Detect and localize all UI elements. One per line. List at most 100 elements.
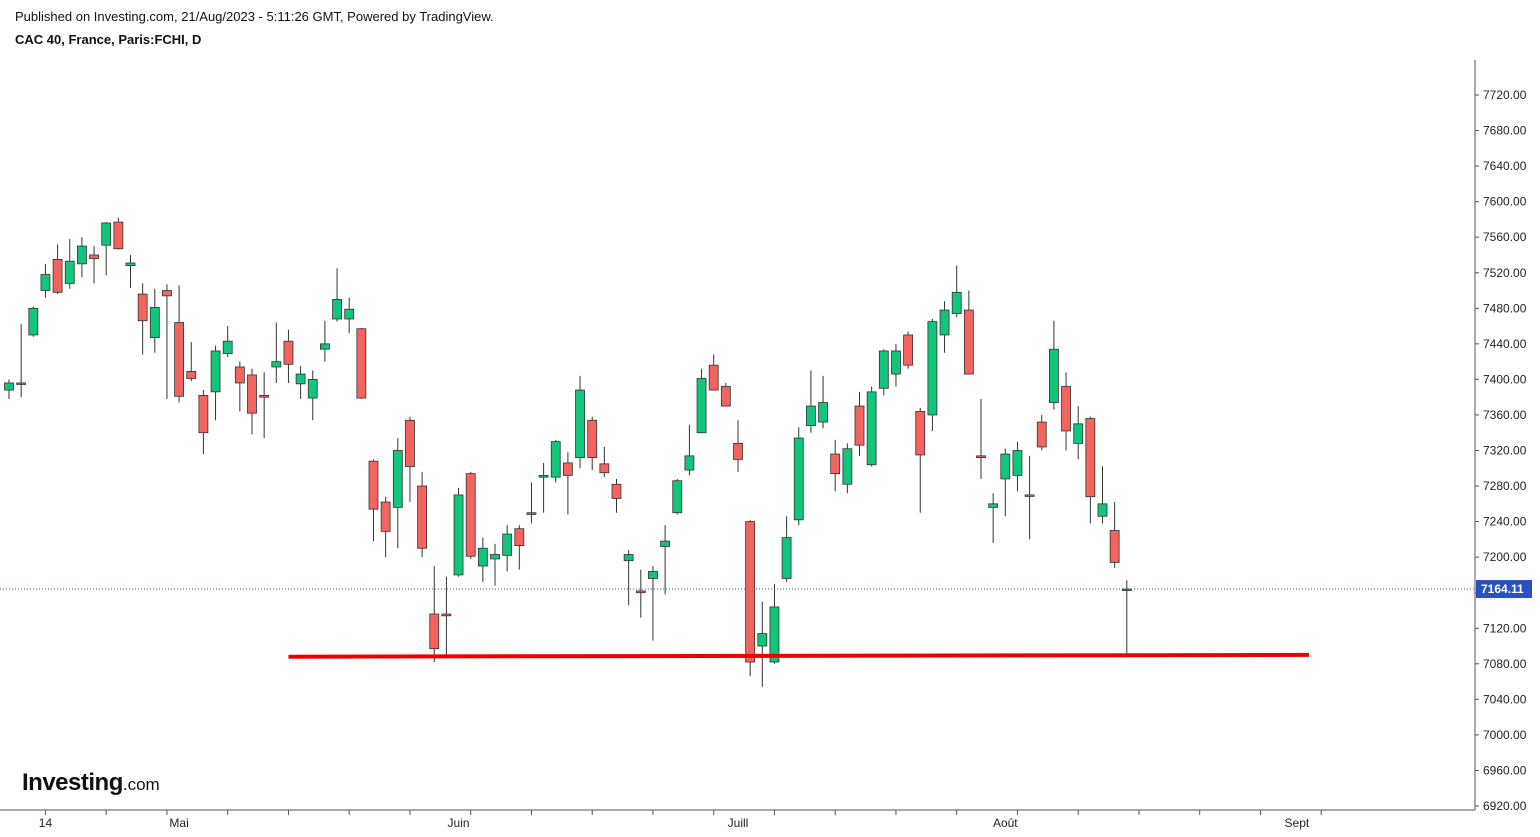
candle-body[interactable]: [1000, 453, 1011, 480]
candle-body[interactable]: [356, 328, 367, 399]
candle-body[interactable]: [101, 222, 112, 246]
candle-body[interactable]: [247, 374, 257, 414]
candle-body[interactable]: [1085, 418, 1096, 498]
candle-body[interactable]: [490, 554, 500, 560]
candle-body[interactable]: [283, 340, 294, 365]
candle-body[interactable]: [866, 391, 877, 466]
candle-body[interactable]: [271, 361, 282, 368]
candle-body[interactable]: [344, 308, 355, 320]
candle-body[interactable]: [1024, 494, 1035, 497]
candle-body[interactable]: [28, 307, 39, 336]
candle-body[interactable]: [307, 378, 318, 399]
candle-body[interactable]: [575, 389, 585, 459]
candle-body[interactable]: [781, 537, 792, 579]
candle-body[interactable]: [405, 419, 415, 467]
candle-body[interactable]: [648, 570, 658, 579]
candle-body[interactable]: [611, 483, 622, 499]
candle-body[interactable]: [806, 405, 816, 427]
candle-body[interactable]: [210, 350, 221, 393]
candle-body[interactable]: [563, 462, 573, 476]
candle-body[interactable]: [1036, 421, 1047, 448]
candle-body[interactable]: [623, 554, 634, 562]
support-line: [288, 652, 1310, 659]
candle-body[interactable]: [927, 321, 938, 416]
candle-body[interactable]: [64, 260, 75, 284]
candle-body[interactable]: [757, 633, 768, 647]
candle-body[interactable]: [891, 350, 901, 375]
candle-body[interactable]: [453, 494, 464, 576]
candle-body[interactable]: [587, 419, 598, 459]
candle-body[interactable]: [769, 606, 780, 663]
candle-body[interactable]: [963, 309, 974, 375]
candle-body[interactable]: [1097, 503, 1108, 517]
candle-body[interactable]: [174, 322, 185, 397]
candle-body[interactable]: [951, 291, 962, 315]
candle-body[interactable]: [502, 533, 513, 556]
candle-body[interactable]: [635, 590, 646, 594]
candle-body[interactable]: [976, 455, 986, 459]
candle-body[interactable]: [441, 613, 452, 617]
candle-body[interactable]: [988, 503, 999, 508]
candle-body[interactable]: [1109, 530, 1120, 563]
candle-body[interactable]: [332, 299, 342, 320]
candle-body[interactable]: [368, 460, 379, 510]
candle-body[interactable]: [125, 262, 136, 267]
candle-body[interactable]: [186, 371, 197, 379]
candle-body[interactable]: [599, 463, 610, 474]
candle-body[interactable]: [4, 382, 14, 391]
candle-body[interactable]: [295, 373, 306, 385]
x-tick-label: Mai: [169, 816, 188, 830]
candle-body[interactable]: [818, 402, 828, 423]
candle-body[interactable]: [830, 453, 841, 475]
candle-body[interactable]: [550, 441, 561, 478]
candle-body[interactable]: [380, 501, 391, 532]
x-tick-label: 14: [39, 816, 53, 830]
candle-body[interactable]: [672, 480, 683, 514]
candle-body[interactable]: [1061, 386, 1071, 432]
y-tick-label: 7320.00: [1483, 444, 1527, 458]
candle-body[interactable]: [149, 307, 160, 339]
candle-body[interactable]: [417, 485, 428, 549]
candle-body[interactable]: [319, 343, 330, 350]
candle-body[interactable]: [878, 350, 889, 389]
candle-body[interactable]: [392, 450, 403, 508]
candle-body[interactable]: [842, 448, 853, 485]
candle-body[interactable]: [477, 547, 488, 567]
candle-body[interactable]: [939, 309, 950, 336]
candle-body[interactable]: [52, 259, 63, 293]
candle-body[interactable]: [162, 290, 172, 297]
candle-body[interactable]: [1073, 423, 1084, 444]
candle-body[interactable]: [465, 473, 476, 557]
candle-body[interactable]: [429, 613, 440, 650]
candle-body[interactable]: [259, 394, 270, 398]
candle-body[interactable]: [915, 410, 926, 456]
candle-body[interactable]: [1049, 348, 1059, 403]
y-tick-label: 7640.00: [1483, 159, 1527, 173]
candle-body[interactable]: [1121, 588, 1132, 591]
candle-body[interactable]: [660, 540, 670, 547]
candle-body[interactable]: [113, 221, 124, 250]
candle-body[interactable]: [234, 366, 245, 384]
candle-body[interactable]: [733, 442, 743, 460]
candle-body[interactable]: [708, 364, 719, 391]
candle-body[interactable]: [745, 521, 756, 663]
candle-body[interactable]: [538, 474, 549, 478]
candle-body[interactable]: [526, 512, 537, 515]
candle-body[interactable]: [903, 334, 913, 366]
candle-body[interactable]: [514, 528, 525, 546]
candle-body[interactable]: [854, 405, 865, 446]
y-tick-label: 7000.00: [1483, 728, 1527, 742]
candle-body[interactable]: [40, 274, 51, 291]
candle-body[interactable]: [89, 254, 99, 259]
candle-body[interactable]: [1012, 450, 1023, 476]
candle-body[interactable]: [720, 386, 731, 407]
candle-body[interactable]: [137, 293, 148, 322]
candle-body[interactable]: [16, 382, 27, 385]
candle-body[interactable]: [793, 437, 804, 521]
candle-body[interactable]: [684, 455, 695, 471]
candle-body[interactable]: [198, 394, 209, 434]
candle-body[interactable]: [696, 378, 707, 434]
candle-body[interactable]: [77, 245, 87, 265]
candle-body[interactable]: [222, 340, 233, 355]
